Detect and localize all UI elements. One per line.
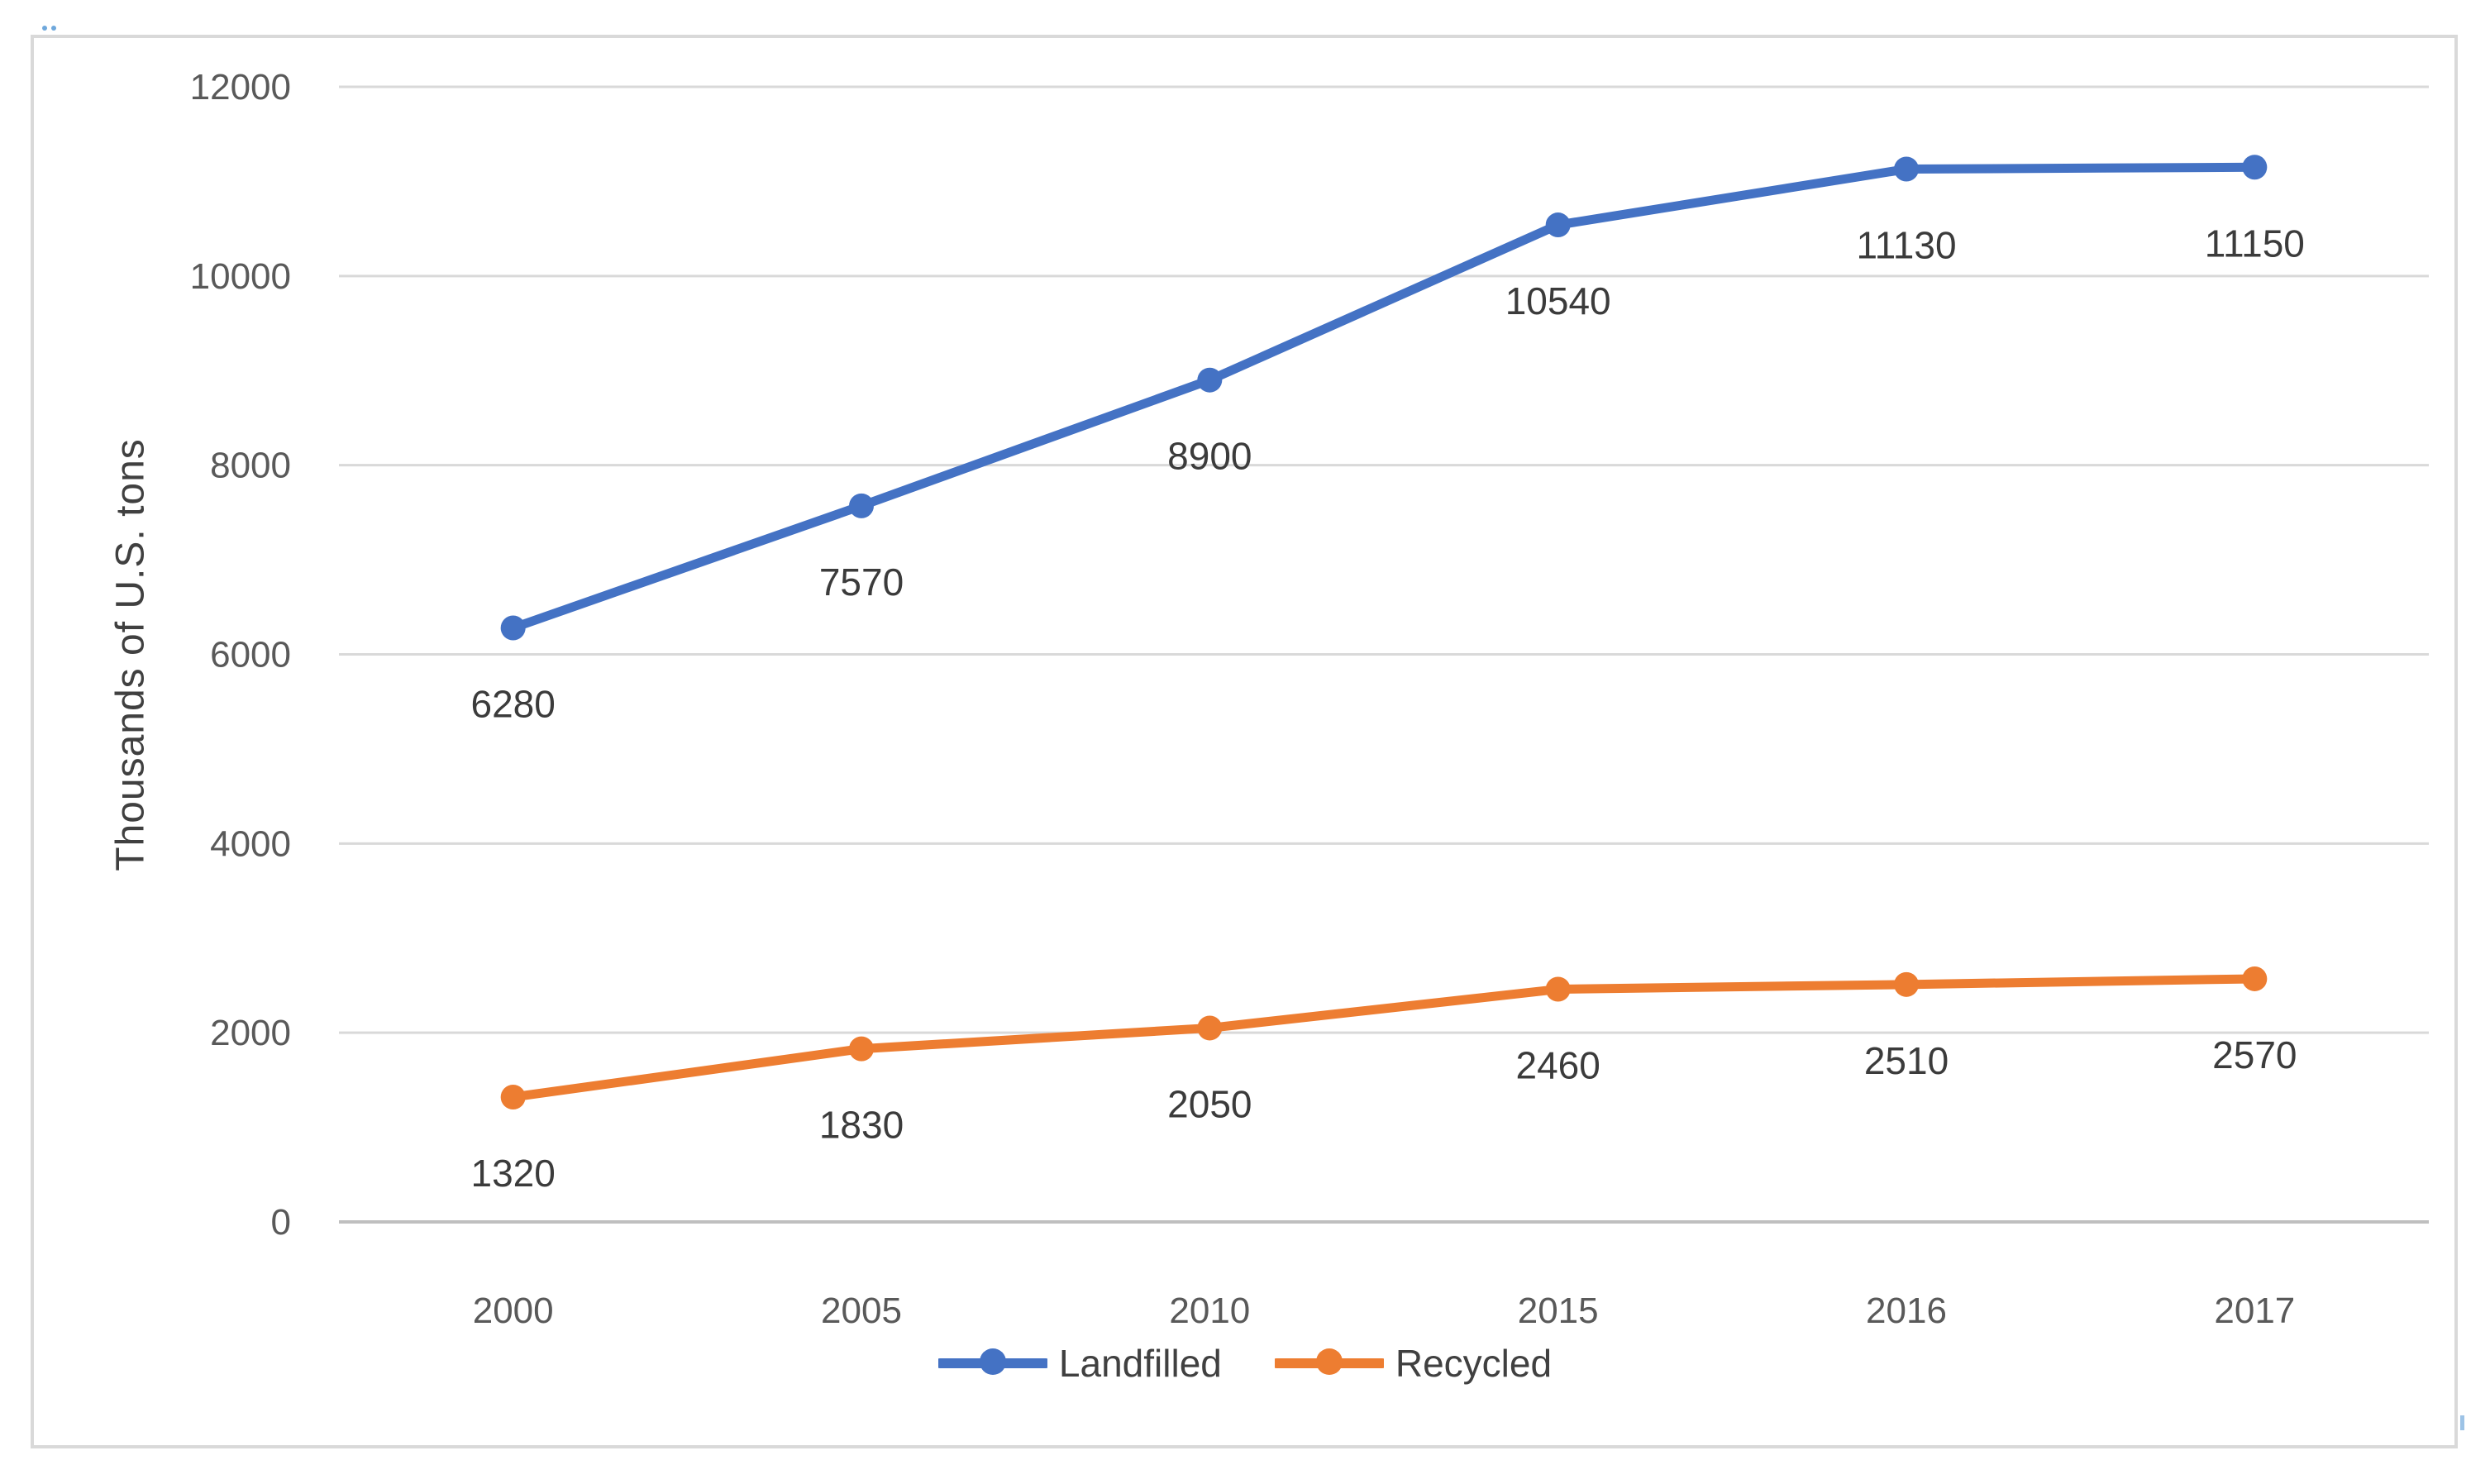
data-point-landfilled-2017 [2242, 155, 2268, 180]
x-tick-label: 2005 [821, 1291, 902, 1331]
legend-label: Recycled [1395, 1342, 1553, 1385]
selection-artifact-dot [51, 26, 56, 31]
y-tick-label: 4000 [210, 823, 291, 864]
legend-line-marker-icon [937, 1348, 1047, 1375]
data-label-recycled-2005: 1830 [819, 1104, 904, 1147]
y-tick-label: 10000 [190, 256, 291, 297]
series-line-recycled [508, 974, 2259, 1102]
x-tick-label: 2015 [1518, 1291, 1599, 1331]
data-label-landfilled-2005: 7570 [819, 561, 904, 604]
data-label-recycled-2016: 2510 [1864, 1039, 1949, 1082]
data-point-recycled-2010 [1197, 1015, 1223, 1041]
data-point-recycled-2000 [500, 1084, 526, 1109]
data-label-recycled-2010: 2050 [1167, 1082, 1252, 1125]
data-point-recycled-2016 [1894, 971, 1919, 997]
data-label-landfilled-2017: 11150 [2205, 222, 2305, 265]
y-tick-label: 0 [271, 1202, 291, 1243]
chart-frame[interactable] [31, 35, 2458, 1448]
y-tick-label: 2000 [210, 1013, 291, 1053]
x-tick-label: 2017 [2214, 1291, 2295, 1331]
data-point-landfilled-2000 [500, 615, 526, 641]
legend-label: Landfilled [1058, 1342, 1222, 1385]
y-tick-label: 12000 [190, 67, 291, 107]
x-tick-label: 2016 [1866, 1291, 1947, 1331]
selection-artifact-dash [2460, 1415, 2464, 1430]
data-label-landfilled-2000: 6280 [470, 682, 555, 725]
data-point-recycled-2005 [849, 1036, 874, 1062]
data-point-recycled-2015 [1545, 976, 1571, 1002]
legend: Landfilled Recycled [0, 1341, 2490, 1386]
x-tick-label: 2000 [473, 1291, 554, 1331]
data-label-recycled-2017: 2570 [2212, 1033, 2297, 1076]
data-point-landfilled-2005 [849, 493, 874, 518]
data-point-landfilled-2010 [1197, 367, 1223, 393]
legend-item-recycled: Recycled [1274, 1341, 1553, 1386]
y-tick-label: 6000 [210, 635, 291, 675]
data-label-landfilled-2016: 11130 [1856, 224, 1956, 267]
y-tick-label: 8000 [210, 446, 291, 486]
selection-artifact-dot [42, 26, 47, 31]
data-label-recycled-2015: 2460 [1515, 1044, 1600, 1087]
data-label-landfilled-2010: 8900 [1167, 435, 1252, 478]
series-line-landfilled [508, 162, 2259, 632]
data-point-landfilled-2015 [1545, 212, 1571, 238]
legend-item-landfilled: Landfilled [937, 1341, 1222, 1386]
x-tick-label: 2010 [1169, 1291, 1250, 1331]
data-label-landfilled-2015: 10540 [1505, 279, 1611, 322]
data-point-landfilled-2016 [1894, 156, 1919, 182]
y-axis-title: Thousands of U.S. tons [108, 438, 153, 871]
data-point-recycled-2017 [2242, 966, 2268, 991]
legend-line-marker-icon [1274, 1348, 1384, 1375]
data-label-recycled-2000: 1320 [470, 1152, 555, 1195]
